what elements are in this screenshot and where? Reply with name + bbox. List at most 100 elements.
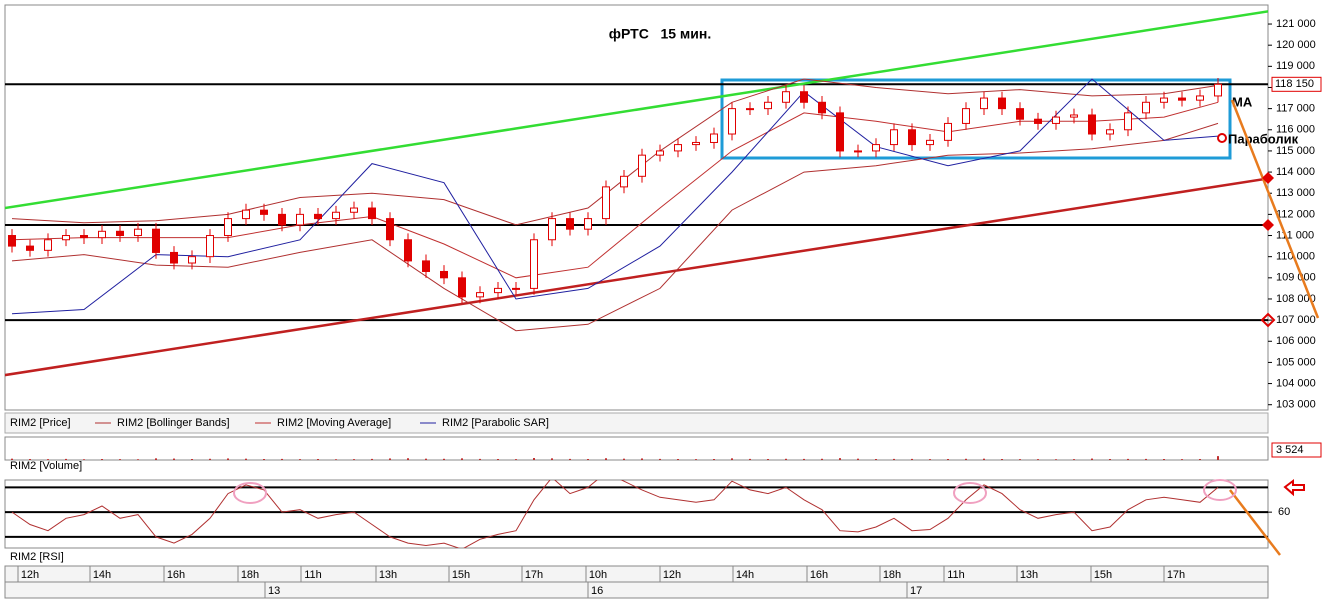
candle-body bbox=[746, 108, 754, 111]
candle-body bbox=[512, 287, 520, 290]
trend-line bbox=[5, 10, 1268, 210]
bollinger-band bbox=[11, 122, 1219, 332]
day-label: 13 bbox=[268, 585, 280, 597]
x-tick-label: 14h bbox=[736, 569, 754, 581]
candle-body bbox=[224, 218, 232, 237]
arrow bbox=[1230, 99, 1320, 319]
candle-body bbox=[98, 230, 106, 239]
rsi-line bbox=[11, 480, 1219, 548]
candle-body bbox=[1034, 118, 1042, 124]
x-tick-label: 15h bbox=[1094, 569, 1112, 581]
x-tick-label: 14h bbox=[93, 569, 111, 581]
candle-body bbox=[1196, 95, 1204, 101]
candle-body bbox=[656, 150, 664, 156]
candle-body bbox=[440, 270, 448, 279]
x-tick-label: 18h bbox=[241, 569, 259, 581]
candle-body bbox=[188, 256, 196, 264]
x-tick-label: 11h bbox=[947, 569, 965, 581]
volume-panel bbox=[4, 436, 1269, 461]
candle-body bbox=[800, 91, 808, 103]
candle-body bbox=[944, 122, 952, 141]
candle-body bbox=[530, 239, 538, 289]
y-tick-label: 112 000 bbox=[1276, 208, 1315, 220]
candle-body bbox=[728, 108, 736, 135]
legend-label: RIM2 [Parabolic SAR] bbox=[442, 417, 549, 429]
x-tick-label: 13h bbox=[379, 569, 397, 581]
candle-body bbox=[620, 175, 628, 188]
marker bbox=[1260, 312, 1276, 328]
candle-body bbox=[8, 235, 16, 247]
candle-body bbox=[170, 251, 178, 264]
candle-body bbox=[206, 235, 214, 258]
candle-body bbox=[260, 209, 268, 215]
arrow bbox=[1229, 489, 1281, 556]
candle-body bbox=[1160, 97, 1168, 103]
chart-title: фРТС 15 мин. bbox=[609, 26, 712, 42]
y-tick-label: 113 000 bbox=[1276, 187, 1315, 199]
candle-body bbox=[584, 218, 592, 230]
marker bbox=[1217, 133, 1227, 143]
candle-body bbox=[62, 235, 70, 241]
y-tick-label: 120 000 bbox=[1276, 39, 1316, 51]
legend-label: RIM2 [Moving Average] bbox=[277, 417, 391, 429]
candle-body bbox=[1016, 108, 1024, 120]
y-tick-label: 103 000 bbox=[1276, 399, 1316, 411]
candle-body bbox=[710, 133, 718, 143]
candle-body bbox=[764, 101, 772, 110]
y-tick-label: 104 000 bbox=[1276, 377, 1316, 389]
y-tick-label: 106 000 bbox=[1276, 335, 1316, 347]
legend-label: RIM2 [Price] bbox=[10, 417, 71, 429]
candle-body bbox=[314, 213, 322, 220]
y-tick-label: 108 000 bbox=[1276, 293, 1316, 305]
candle-body bbox=[1142, 101, 1150, 114]
candle-body bbox=[1106, 129, 1114, 135]
moving-average bbox=[11, 101, 1219, 279]
highlight-circle bbox=[1203, 479, 1237, 501]
marks: 103 000 104 000 105 000 106 000 107 000 108 0… bbox=[5, 10, 1322, 598]
highlight-circle bbox=[953, 482, 987, 504]
candle-body bbox=[836, 112, 844, 152]
highlight-box bbox=[720, 78, 1232, 160]
y-tick-label: 114 000 bbox=[1276, 166, 1315, 178]
marker bbox=[1262, 172, 1274, 184]
x-tick-label: 17h bbox=[1167, 569, 1185, 581]
y-tick-label: 107 000 bbox=[1276, 314, 1316, 326]
trend-line bbox=[5, 177, 1268, 377]
x-tick-label: 12h bbox=[21, 569, 39, 581]
candle-body bbox=[350, 207, 358, 213]
y-tick-label: 117 000 bbox=[1276, 103, 1315, 115]
marker bbox=[1262, 219, 1274, 231]
candle-body bbox=[458, 277, 466, 298]
y-tick-label: 121 000 bbox=[1276, 18, 1316, 30]
candle-body bbox=[296, 213, 304, 226]
x-tick-label: 16h bbox=[810, 569, 828, 581]
x-tick-label: 10h bbox=[589, 569, 607, 581]
day-label: 17 bbox=[910, 585, 922, 597]
candle-body bbox=[26, 245, 34, 251]
candle-body bbox=[998, 97, 1006, 110]
candle-body bbox=[476, 292, 484, 298]
candle-body bbox=[404, 239, 412, 262]
arrow-marker bbox=[1283, 479, 1305, 497]
volume-label: 3 524 bbox=[1276, 444, 1304, 456]
candle-body bbox=[332, 211, 340, 220]
candle-body bbox=[44, 239, 52, 251]
price-label: 118 150 bbox=[1275, 78, 1314, 90]
candle-body bbox=[80, 235, 88, 239]
candle-body bbox=[548, 218, 556, 241]
parabolic-sar bbox=[11, 78, 1219, 315]
rsi-panel bbox=[4, 479, 1269, 549]
candle-body bbox=[368, 207, 376, 220]
highlight-circle bbox=[233, 482, 267, 504]
candle-body bbox=[1052, 116, 1060, 124]
legend-label: RIM2 [Bollinger Bands] bbox=[117, 417, 230, 429]
candle-body bbox=[854, 150, 862, 153]
legend-bar bbox=[4, 412, 1269, 434]
candle-body bbox=[1088, 114, 1096, 135]
y-tick-label: 116 000 bbox=[1276, 124, 1315, 136]
candle-body bbox=[818, 101, 826, 114]
candle-body bbox=[1124, 112, 1132, 131]
